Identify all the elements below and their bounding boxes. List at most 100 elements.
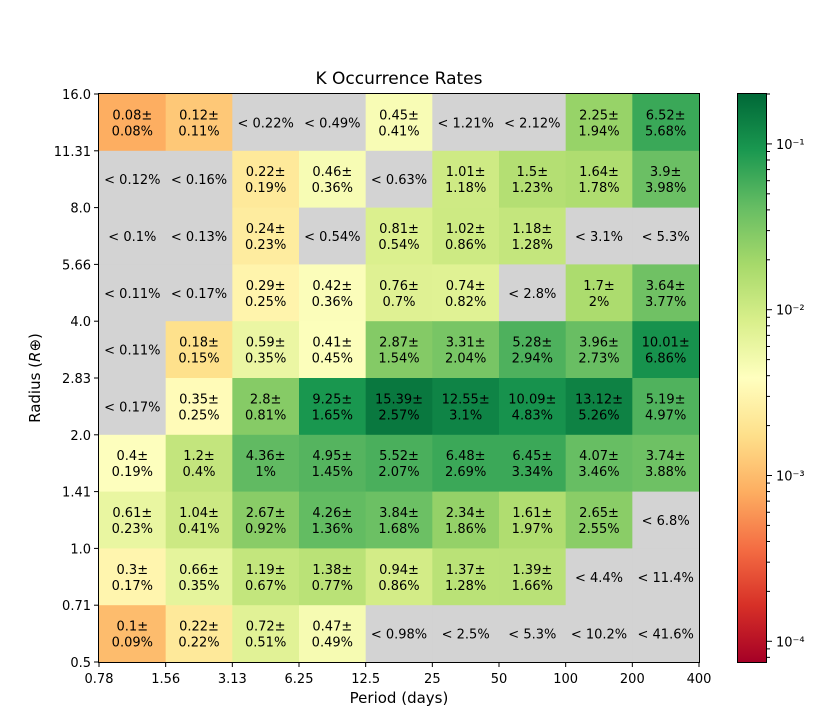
- heatmap-cell: [99, 605, 167, 663]
- heatmap-cell: [432, 321, 500, 379]
- cell-rate-label: 3.96±: [579, 336, 619, 351]
- cell-upper-limit-label: < 0.17%: [171, 287, 227, 302]
- x-tick-label: 400: [687, 672, 712, 687]
- heatmap-cell: [165, 150, 233, 209]
- cell-upper-limit-label: < 1.21%: [438, 116, 494, 131]
- cell-error-label: 0.54%: [378, 238, 419, 253]
- cell-error-label: 1.78%: [578, 181, 619, 196]
- cell-error-label: 2.55%: [578, 522, 619, 537]
- cell-rate-label: 6.48±: [446, 449, 486, 464]
- cell-rate-label: 1.38±: [312, 563, 352, 578]
- cell-rate-label: 3.64±: [646, 279, 686, 294]
- y-tick-label: 11.31: [54, 145, 91, 160]
- heatmap-cell: [232, 378, 300, 436]
- cell-upper-limit-label: < 5.3%: [642, 230, 690, 245]
- cell-rate-label: 1.2±: [183, 449, 215, 464]
- cell-upper-limit-label: < 3.1%: [575, 230, 623, 245]
- colorbar-tick-label: 10⁻³: [776, 469, 805, 484]
- cell-error-label: 4.97%: [645, 408, 686, 423]
- heatmap-cell: [632, 605, 700, 663]
- cell-upper-limit-label: < 0.1%: [108, 230, 156, 245]
- cell-rate-label: 0.76±: [379, 279, 419, 294]
- cell-rate-label: 5.28±: [512, 336, 552, 351]
- heatmap-cell: [299, 207, 367, 265]
- y-tick-label: 2.83: [62, 372, 91, 387]
- cell-rate-label: 9.25±: [312, 392, 352, 407]
- heatmap-cell-labels: 0.08±0.08%0.12±0.11%< 0.22% < 0.49%0.45±0…: [104, 108, 694, 650]
- cell-rate-label: 0.42±: [312, 279, 352, 294]
- heatmap-cell: [632, 548, 700, 606]
- heatmap-cell: [432, 94, 500, 152]
- heatmap-cell: [432, 605, 500, 663]
- heatmap-cell: [99, 378, 167, 436]
- cell-upper-limit-label: < 41.6%: [638, 628, 694, 643]
- cell-upper-limit-label: < 2.12%: [504, 116, 560, 131]
- cell-rate-label: 1.04±: [179, 506, 219, 521]
- heatmap-cell: [99, 548, 167, 606]
- y-axis-ticks: 0.5 0.71 1.0 1.41 2.0 2.83 4.0 5.66 8.0 11.31 16.0: [54, 88, 99, 671]
- heatmap-cell: [165, 321, 233, 379]
- cell-error-label: 0.86%: [445, 238, 486, 253]
- cell-upper-limit-label: < 0.98%: [371, 628, 427, 643]
- cell-rate-label: 13.12±: [575, 392, 623, 407]
- cell-error-label: 0.25%: [245, 295, 286, 310]
- heatmap-cell: [365, 150, 433, 209]
- y-axis-label: Radius (R⊕): [26, 333, 44, 423]
- heatmap-cell: [165, 378, 233, 436]
- heatmap-cell: [432, 207, 500, 265]
- cell-upper-limit-label: < 0.16%: [171, 173, 227, 188]
- cell-rate-label: 3.74±: [646, 449, 686, 464]
- cell-error-label: 0.81%: [245, 408, 286, 423]
- heatmap-cell: [365, 491, 433, 549]
- cell-error-label: 2.07%: [378, 465, 419, 480]
- cell-error-label: 0.86%: [378, 579, 419, 594]
- cell-rate-label: 10.01±: [642, 336, 690, 351]
- cell-upper-limit-label: < 0.12%: [104, 173, 160, 188]
- cell-error-label: 0.41%: [178, 522, 219, 537]
- cell-rate-label: 2.67±: [246, 506, 286, 521]
- cell-rate-label: 3.31±: [446, 336, 486, 351]
- heatmap-cell: [232, 264, 300, 322]
- cell-rate-label: 2.65±: [579, 506, 619, 521]
- heatmap-cell: [432, 150, 500, 209]
- x-tick-label: 25: [424, 672, 441, 687]
- x-axis-ticks: 0.78 1.56 3.13 6.25 12.5 25 50 100 200 400: [85, 662, 712, 687]
- cell-rate-label: 1.18±: [512, 222, 552, 237]
- cell-error-label: 0.67%: [245, 579, 286, 594]
- cell-error-label: 1.28%: [445, 579, 486, 594]
- heatmap-cell: [99, 207, 167, 265]
- heatmap-cell: [632, 321, 700, 379]
- x-tick-label: 200: [620, 672, 645, 687]
- cell-rate-label: 1.01±: [446, 165, 486, 180]
- colorbar-tick-label: 10⁻¹: [776, 138, 805, 153]
- y-tick-label: 16.0: [62, 88, 91, 103]
- colorbar-tick-label: 10⁻²: [776, 304, 805, 319]
- heatmap-cell: [299, 150, 367, 209]
- cell-error-label: 2.69%: [445, 465, 486, 480]
- heatmap-cell: [99, 264, 167, 322]
- cell-rate-label: 0.12±: [179, 108, 219, 123]
- cell-error-label: 1.23%: [512, 181, 553, 196]
- cell-rate-label: 0.18±: [179, 336, 219, 351]
- heatmap-cell: [565, 321, 633, 379]
- heatmap-cell: [565, 434, 633, 493]
- cell-error-label: 0.49%: [312, 636, 353, 651]
- cell-upper-limit-label: < 6.8%: [642, 514, 690, 529]
- heatmap-cell: [165, 264, 233, 322]
- heatmap-cell: [565, 378, 633, 436]
- heatmap-cell: [565, 491, 633, 549]
- heatmap-cell: [99, 434, 167, 493]
- cell-rate-label: 0.29±: [246, 279, 286, 294]
- y-tick-label: 2.0: [70, 429, 91, 444]
- heatmap-cell: [232, 207, 300, 265]
- cell-rate-label: 10.09±: [508, 392, 556, 407]
- heatmap-cell: [565, 94, 633, 152]
- cell-rate-label: 1.7±: [583, 279, 615, 294]
- cell-upper-limit-label: < 0.54%: [304, 230, 360, 245]
- heatmap-cell: [299, 378, 367, 436]
- cell-rate-label: 0.74±: [446, 279, 486, 294]
- heatmap-cell: [299, 548, 367, 606]
- cell-rate-label: 5.52±: [379, 449, 419, 464]
- cell-error-label: 1%: [255, 465, 276, 480]
